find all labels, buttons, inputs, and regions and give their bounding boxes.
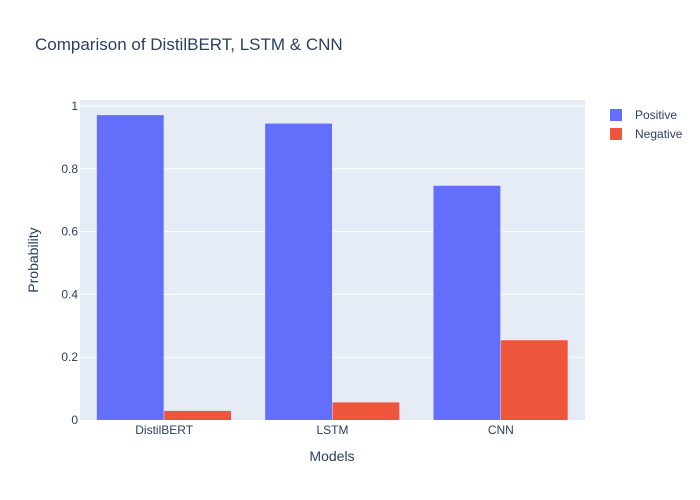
legend-label-positive[interactable]: Positive (635, 108, 677, 122)
y-tick-label: 0.8 (61, 162, 78, 176)
bar-positive-lstm[interactable] (265, 123, 332, 421)
x-axis-title: Models (309, 448, 354, 464)
chart-title: Comparison of DistilBERT, LSTM & CNN (35, 35, 343, 54)
y-tick-label: 1 (71, 99, 78, 113)
bar-negative-distilbert[interactable] (164, 410, 231, 420)
y-tick-label: 0.6 (61, 225, 78, 239)
y-axis-ticks: 0 0.2 0.4 0.6 0.8 1 (61, 99, 78, 427)
legend-swatch-negative[interactable] (610, 128, 622, 140)
legend-swatch-positive[interactable] (610, 109, 622, 121)
legend[interactable]: Positive Negative (610, 108, 683, 141)
x-tick-label: CNN (488, 423, 514, 437)
bar-negative-cnn[interactable] (500, 340, 568, 420)
bar-positive-cnn[interactable] (433, 185, 501, 420)
y-tick-label: 0.4 (61, 287, 78, 301)
y-axis-title: Probability (25, 227, 41, 292)
x-tick-label: DistilBERT (135, 423, 193, 437)
y-tick-label: 0.2 (61, 350, 78, 364)
bar-negative-lstm[interactable] (332, 402, 400, 420)
x-tick-label: LSTM (316, 423, 348, 437)
y-tick-label: 0 (71, 413, 78, 427)
bar-positive-distilbert[interactable] (96, 115, 164, 420)
legend-label-negative[interactable]: Negative (635, 127, 683, 141)
bars-group (96, 115, 568, 421)
x-axis-ticks: DistilBERT LSTM CNN (135, 423, 514, 437)
